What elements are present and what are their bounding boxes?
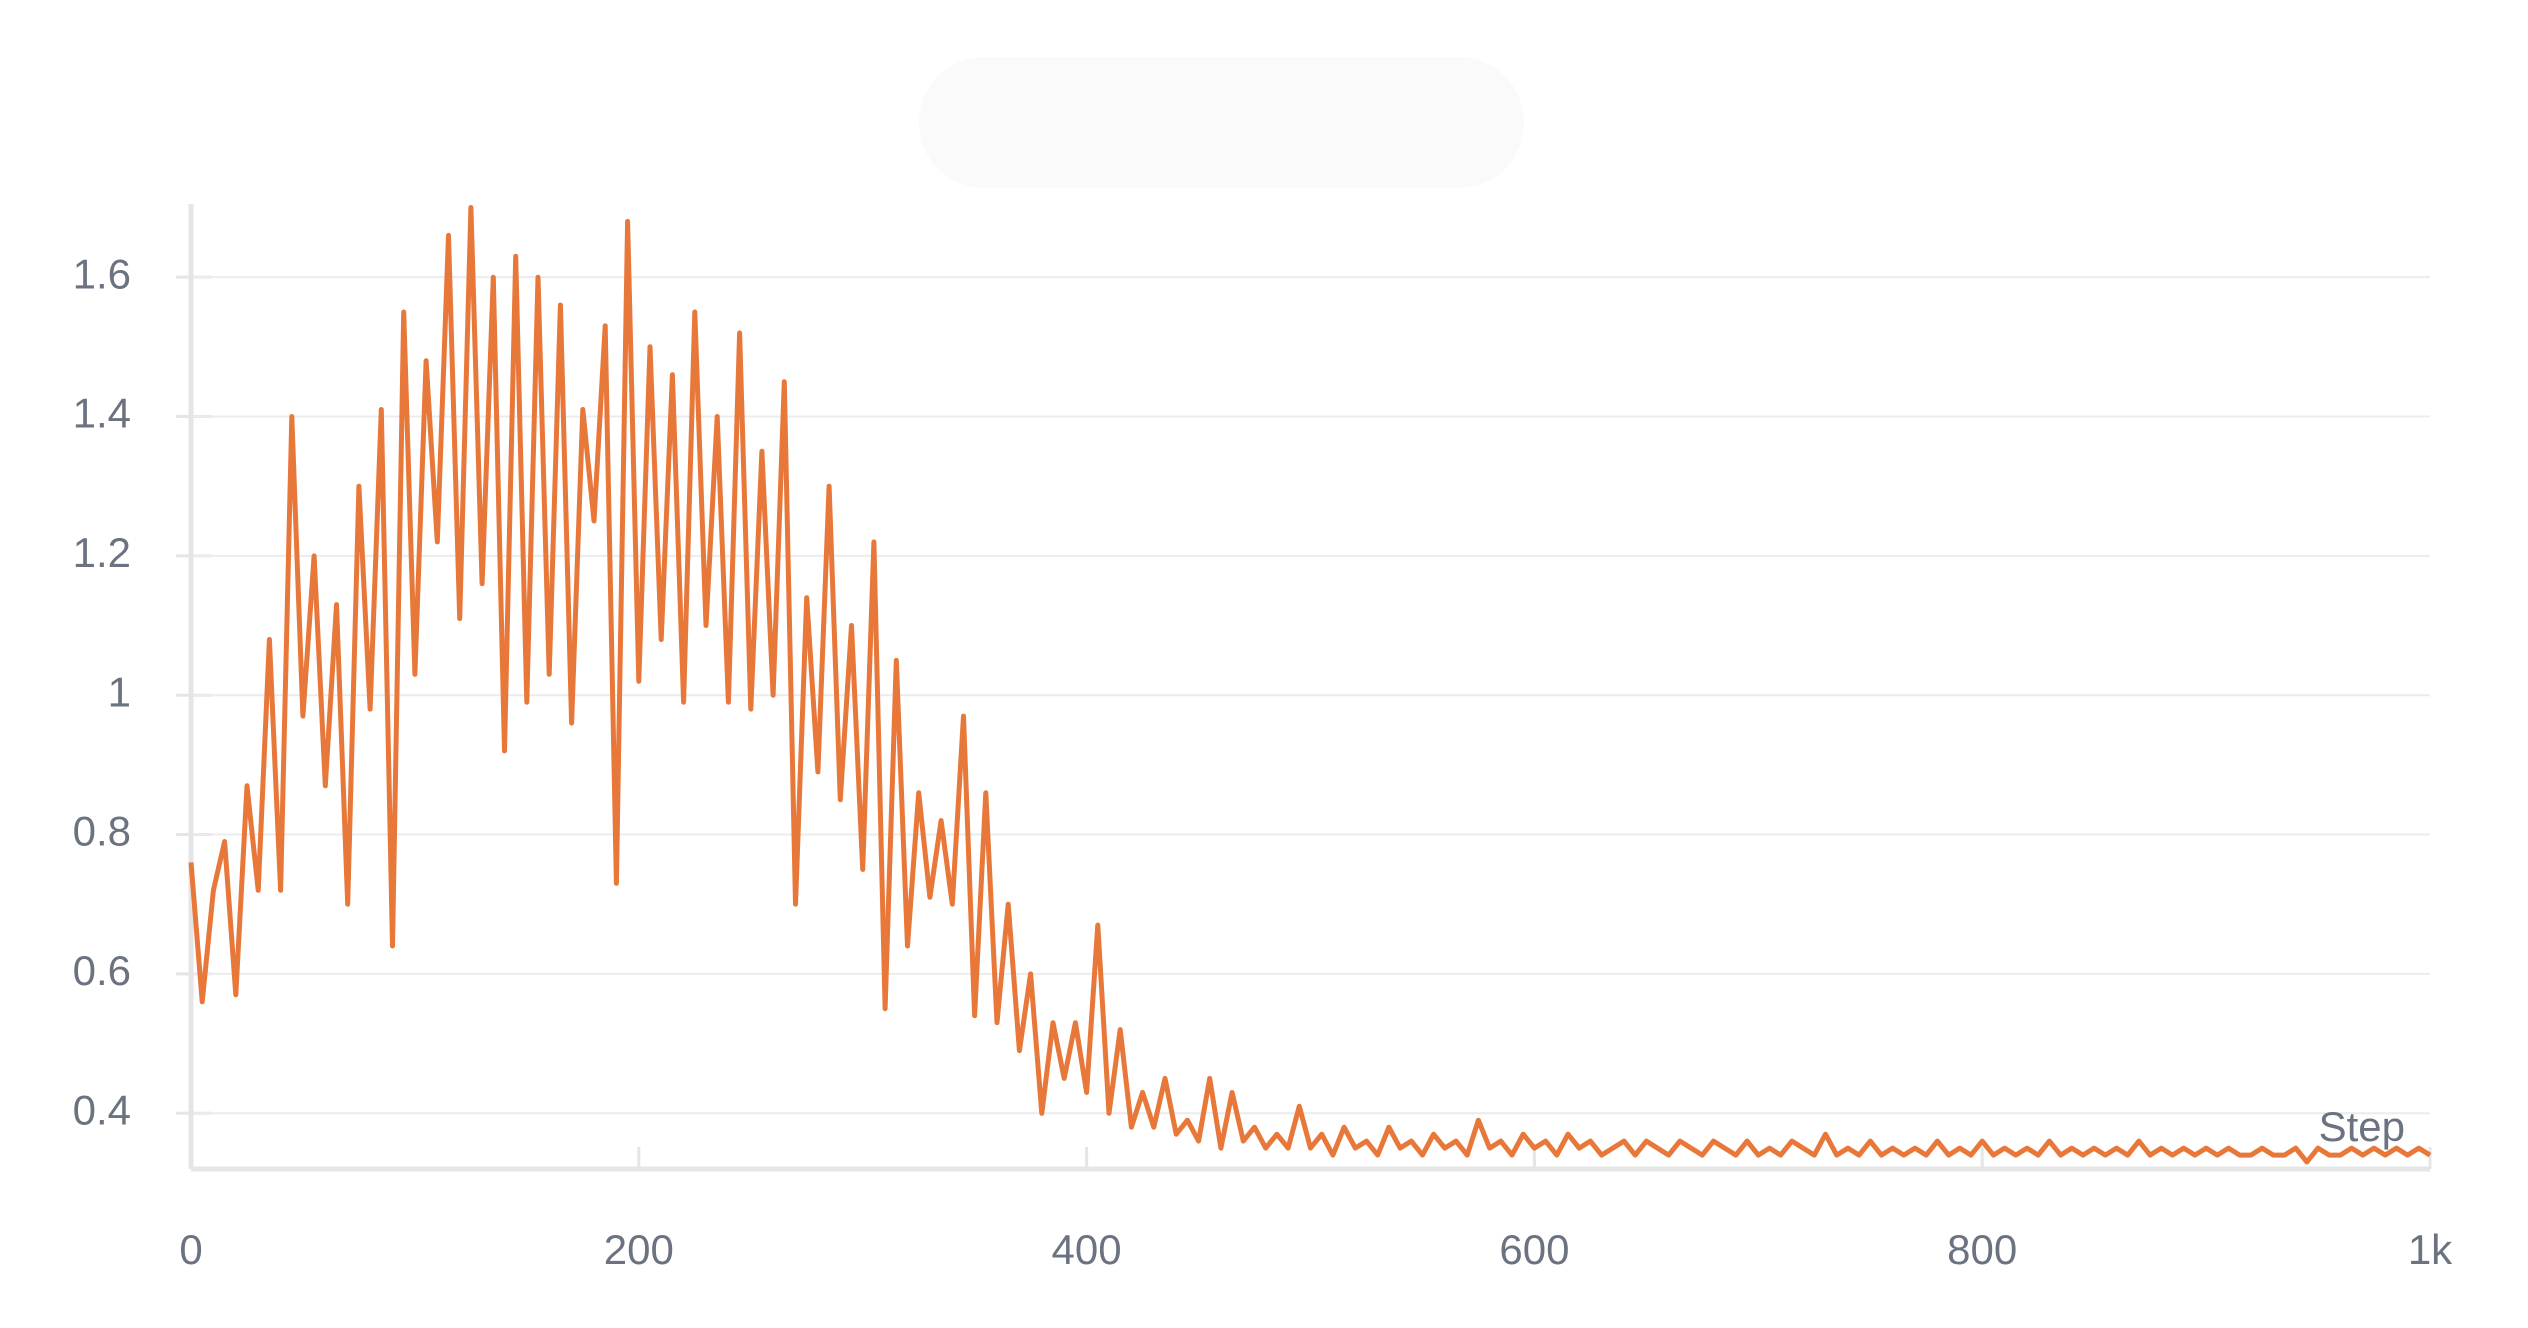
y-tick-label: 0.8 <box>73 808 131 855</box>
x-tick-label: 800 <box>1947 1226 2017 1273</box>
y-tick-label: 1.4 <box>73 390 131 437</box>
title-placeholder <box>919 57 1524 188</box>
y-tick-label: 1.2 <box>73 529 131 576</box>
line-series <box>188 205 2432 1165</box>
y-tick-label: 1.6 <box>73 250 131 297</box>
x-tick-label: 0 <box>179 1226 202 1273</box>
x-tick-label: 1k <box>2408 1226 2453 1273</box>
y-tick-label: 0.6 <box>73 947 131 994</box>
y-tick-label: 1 <box>108 668 131 715</box>
x-axis-label: Step <box>2319 1103 2405 1150</box>
y-tick-label: 0.4 <box>73 1086 131 1133</box>
x-tick-label: 600 <box>1499 1226 1569 1273</box>
x-tick-label: 400 <box>1052 1226 1122 1273</box>
x-tick-label: 200 <box>604 1226 674 1273</box>
